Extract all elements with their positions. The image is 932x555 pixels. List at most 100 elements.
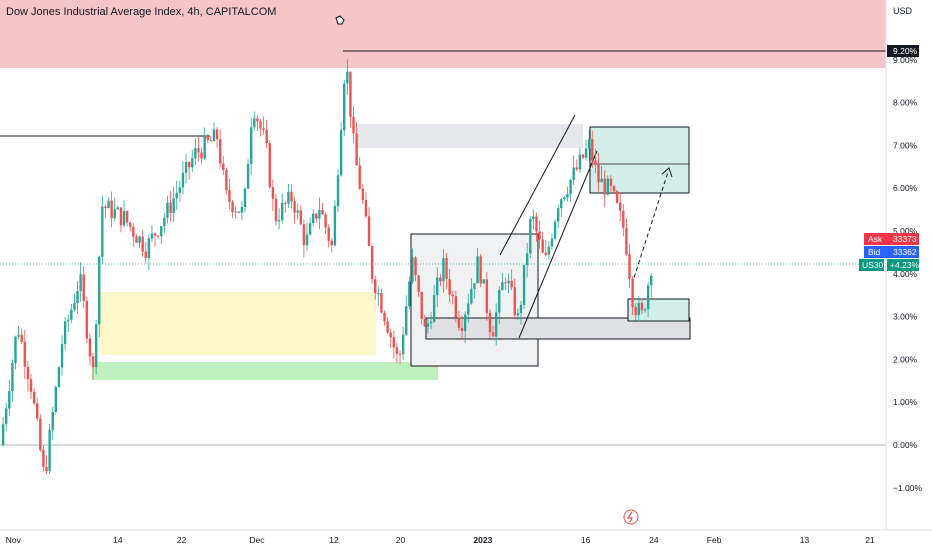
- candle-down: [200, 152, 203, 159]
- candle-up: [408, 281, 411, 307]
- target-box[interactable]: [589, 126, 690, 194]
- price-tick-label: 5.00%: [893, 226, 918, 236]
- candle-up: [556, 208, 560, 222]
- channel-line-upper[interactable]: [499, 114, 576, 256]
- currency-label: USD: [893, 6, 913, 16]
- gray-zone-upper[interactable]: [357, 124, 583, 148]
- candle-up: [507, 280, 510, 284]
- candle-down: [631, 278, 634, 308]
- candle-down: [218, 139, 222, 164]
- time-tick-label: 12: [329, 535, 339, 545]
- candle-down: [603, 178, 606, 195]
- current-zone-box[interactable]: [627, 298, 690, 322]
- price-tick-label: −1.00%: [893, 483, 923, 493]
- candle-up: [643, 309, 647, 311]
- price-tick-label: 6.00%: [893, 183, 918, 193]
- ask-value: 33373: [893, 234, 917, 244]
- candle-down: [361, 188, 365, 200]
- candle-down: [386, 321, 389, 333]
- candle-up: [308, 223, 312, 235]
- top-marker-badge: [887, 45, 919, 57]
- candle-up: [14, 336, 17, 364]
- candle-up: [57, 367, 61, 387]
- candle-down: [144, 251, 147, 259]
- candle-down: [125, 211, 129, 223]
- candle-up: [17, 334, 20, 337]
- candle-up: [436, 277, 439, 296]
- candle-up: [470, 288, 473, 304]
- price-tick-label: 0.00%: [893, 440, 918, 450]
- candle-down: [541, 239, 544, 253]
- candle-down: [488, 312, 492, 333]
- candle-down: [256, 118, 259, 122]
- candle-up: [343, 83, 346, 131]
- candle-up: [346, 71, 349, 84]
- candle-down: [619, 202, 622, 211]
- candle-up: [339, 130, 343, 176]
- candle-down: [420, 291, 423, 319]
- candle-down: [26, 366, 30, 380]
- candle-up: [525, 253, 529, 265]
- candle-down: [39, 418, 42, 450]
- candle-up: [426, 323, 430, 327]
- candle-up: [243, 188, 247, 207]
- demand-zone[interactable]: [92, 362, 438, 380]
- candle-up: [253, 118, 256, 128]
- price-tick-label: 7.00%: [893, 140, 918, 150]
- candle-down: [460, 327, 464, 331]
- candle-up: [70, 309, 73, 320]
- candle-up: [138, 236, 141, 243]
- range-box[interactable]: [410, 233, 539, 367]
- candle-up: [184, 162, 188, 173]
- candle-up: [1, 424, 5, 445]
- candle-up: [8, 391, 11, 409]
- candle-up: [482, 279, 485, 284]
- candle-up: [584, 148, 588, 158]
- candle-up: [277, 220, 281, 222]
- candle-down: [284, 202, 287, 204]
- candle-up: [411, 257, 414, 282]
- candle-down: [615, 191, 619, 203]
- candle-down: [640, 302, 644, 311]
- candle-up: [76, 291, 79, 303]
- time-tick-label: 13: [800, 535, 810, 545]
- candle-down: [259, 121, 262, 129]
- candle-up: [333, 206, 337, 246]
- candle-up: [572, 167, 575, 180]
- event-flag-icon[interactable]: [623, 509, 639, 525]
- candle-up: [175, 192, 178, 199]
- ask-label: Ask: [868, 234, 883, 244]
- candle-down: [237, 211, 240, 213]
- candle-up: [442, 258, 445, 282]
- supply-zone[interactable]: [100, 292, 376, 355]
- candle-up: [560, 199, 563, 209]
- candle-up: [405, 306, 408, 335]
- candle-down: [485, 279, 489, 313]
- candle-up: [150, 233, 154, 239]
- candle-down: [153, 233, 157, 236]
- candle-down: [293, 201, 296, 213]
- candle-down: [85, 301, 89, 339]
- candle-up: [147, 238, 151, 259]
- candle-down: [82, 274, 85, 302]
- candle-down: [513, 287, 516, 316]
- bid-badge: [864, 246, 919, 258]
- candle-down: [504, 282, 507, 284]
- candle-up: [60, 344, 64, 368]
- time-tick-label: Feb: [707, 535, 722, 545]
- candle-up: [467, 303, 470, 315]
- candle-down: [370, 245, 374, 280]
- resistance-zone[interactable]: [0, 0, 886, 68]
- time-tick-label: 22: [177, 535, 187, 545]
- candle-up: [547, 246, 551, 255]
- candle-down: [36, 403, 39, 419]
- channel-line-lower[interactable]: [518, 150, 598, 339]
- projection-arrow[interactable]: [631, 171, 669, 285]
- candle-down: [327, 227, 330, 241]
- candle-down: [591, 139, 594, 161]
- candle-down: [597, 163, 600, 183]
- price-tick-label: 9.00%: [893, 55, 918, 65]
- candle-down: [612, 185, 616, 192]
